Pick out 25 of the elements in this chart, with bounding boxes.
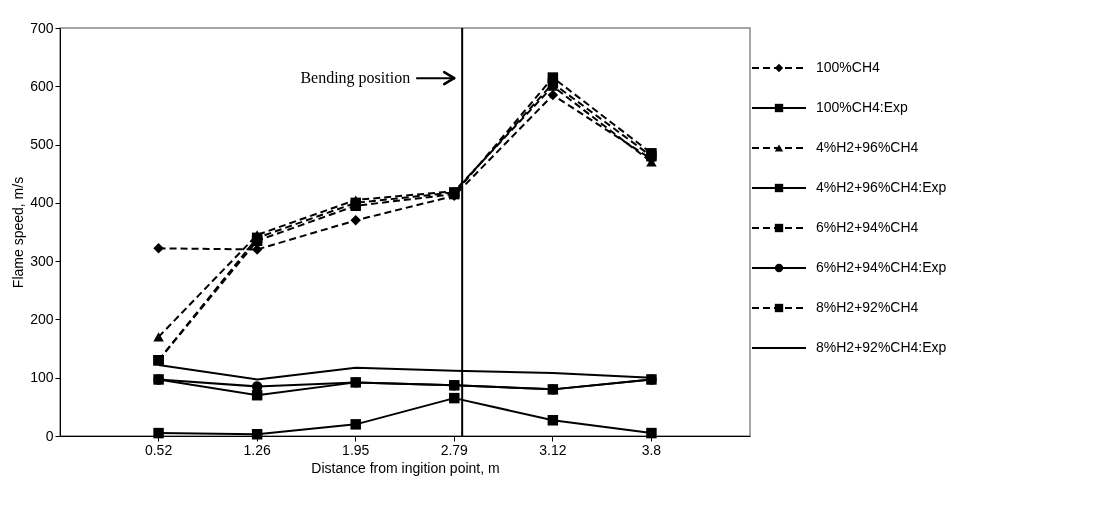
legend-label: 100%CH4:Exp <box>816 99 909 115</box>
y-tick-label: 300 <box>30 252 54 269</box>
y-tick-label: 100 <box>30 369 54 386</box>
y-tick-label: 400 <box>30 194 54 211</box>
legend-label: 100%CH4 <box>816 59 881 75</box>
y-tick-label: 200 <box>30 310 54 327</box>
x-tick-label: 3.8 <box>641 441 662 458</box>
legend-label: 6%H2+94%CH4:Exp <box>816 259 947 275</box>
y-axis-title: Flame speed, m/s <box>10 176 27 289</box>
x-axis-title: Distance from ingition point, m <box>311 459 500 476</box>
x-tick-label: 3.12 <box>539 441 567 458</box>
legend-label: 4%H2+96%CH4 <box>816 139 919 155</box>
y-tick-label: 500 <box>30 136 54 153</box>
y-tick-label: 0 <box>45 427 54 444</box>
annotation: Bending position <box>300 69 411 88</box>
x-tick-label: 1.26 <box>243 441 271 458</box>
legend-label: 8%H2+92%CH4:Exp <box>816 339 947 355</box>
legend-label: 4%H2+96%CH4:Exp <box>816 179 947 195</box>
legend-label: 8%H2+92%CH4 <box>816 299 919 315</box>
y-tick-label: 700 <box>30 19 54 36</box>
x-tick-label: 0.52 <box>144 441 173 458</box>
legend-label: 6%H2+94%CH4 <box>816 219 919 235</box>
x-tick-label: 2.79 <box>440 441 469 458</box>
x-tick-label: 1.95 <box>342 441 370 458</box>
y-tick-label: 600 <box>30 77 54 94</box>
